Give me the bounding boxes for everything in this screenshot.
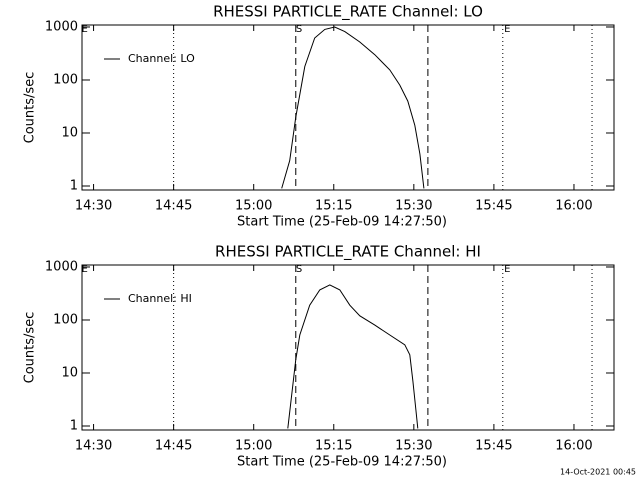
chart-title: RHESSI PARTICLE_RATE Channel: LO [213, 3, 483, 22]
x-tick-label: 14:45 [155, 199, 192, 214]
x-axis-label: Start Time (25-Feb-09 14:27:50) [237, 215, 447, 230]
annotation: E [82, 264, 88, 275]
annotation: E [82, 24, 88, 35]
annotation: E [504, 24, 510, 35]
x-tick-label: 14:45 [155, 439, 192, 454]
annotation: E [504, 264, 510, 275]
y-tick-label: 1 [70, 178, 78, 193]
y-axis-label: Counts/sec [23, 72, 38, 144]
x-axis-label: Start Time (25-Feb-09 14:27:50) [237, 455, 447, 470]
x-tick-label: 15:45 [475, 199, 512, 214]
x-tick-label: 15:00 [235, 439, 272, 454]
y-tick-label: 100 [53, 312, 78, 327]
x-tick-label: 15:15 [315, 199, 352, 214]
x-tick-label: 14:30 [75, 199, 112, 214]
x-tick-label: 15:00 [235, 199, 272, 214]
x-tick-label: 16:00 [555, 439, 592, 454]
legend-label: Channel: HI [128, 292, 192, 305]
legend-label: Channel: LO [128, 52, 195, 65]
footer-date: 14-Oct-2021 00:45 [560, 468, 636, 477]
y-tick-label: 10 [61, 125, 78, 140]
x-tick-label: 14:30 [75, 439, 112, 454]
y-axis-label: Counts/sec [23, 312, 38, 384]
chart-title: RHESSI PARTICLE_RATE Channel: HI [215, 243, 481, 262]
data-line [281, 26, 425, 189]
x-tick-label: 15:30 [395, 199, 432, 214]
y-tick-label: 1000 [45, 19, 78, 34]
annotation: S [296, 264, 302, 275]
x-tick-label: 15:30 [395, 439, 432, 454]
x-tick-label: 16:00 [555, 199, 592, 214]
plot-frame [81, 264, 615, 431]
y-tick-label: 10 [61, 365, 78, 380]
annotation: S [296, 24, 302, 35]
x-tick-label: 15:45 [475, 439, 512, 454]
plot-frame [81, 24, 615, 191]
x-tick-label: 15:15 [315, 439, 352, 454]
data-line [287, 284, 419, 429]
y-tick-label: 1 [70, 418, 78, 433]
y-tick-label: 1000 [45, 259, 78, 274]
y-tick-label: 100 [53, 72, 78, 87]
